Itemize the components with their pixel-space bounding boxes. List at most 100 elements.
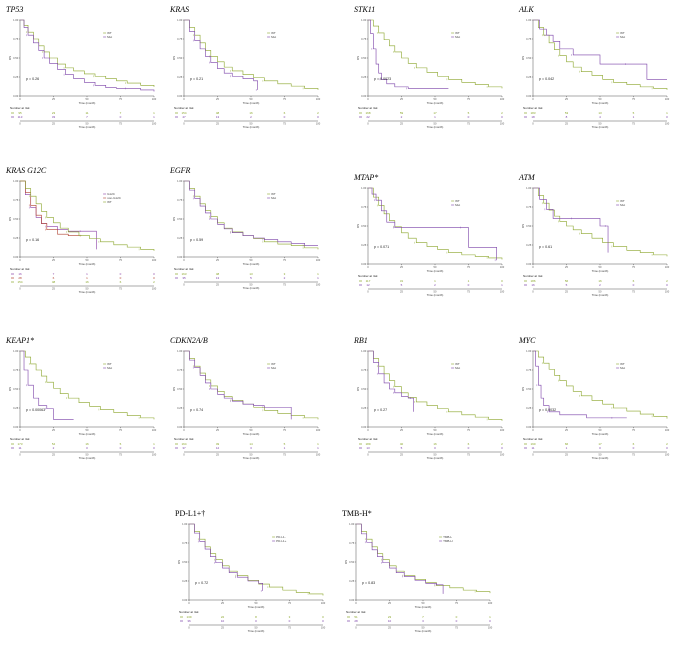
risk-count: 0 <box>120 115 122 119</box>
risk-count: 0 <box>468 115 470 119</box>
risk-x-tick-label: 75 <box>283 282 286 286</box>
km-curve-wt <box>533 350 668 419</box>
risk-x-axis-label: Time (month) <box>592 125 609 129</box>
panel-title: PD-L1+† <box>175 509 205 518</box>
y-tick-label: 0.50 <box>177 387 183 391</box>
y-tick-label: 0.25 <box>13 75 19 79</box>
x-tick-label: 25 <box>221 601 224 605</box>
km-curve-wt <box>20 19 155 87</box>
y-tick-label: 0.50 <box>177 56 183 60</box>
y-tick-label: 0.00 <box>361 94 367 98</box>
risk-x-tick-label: 100 <box>500 121 505 125</box>
risk-x-tick-label: 50 <box>599 121 602 125</box>
x-tick-label: 50 <box>422 601 425 605</box>
risk-table-title: Number at risk <box>179 610 199 614</box>
risk-count: 13 <box>249 272 253 276</box>
x-tick-label: 100 <box>316 258 321 262</box>
risk-x-tick-label: 25 <box>565 452 568 456</box>
risk-x-tick-label: 75 <box>467 121 470 125</box>
y-tick-label: 0.50 <box>349 560 355 564</box>
km-curve-wt <box>184 19 319 90</box>
x-axis-label: Time (month) <box>243 432 260 436</box>
y-axis-label: OS <box>172 56 176 60</box>
risk-x-tick-label: 0 <box>19 286 21 290</box>
y-tick-label: 0.25 <box>361 243 367 247</box>
risk-x-tick-label: 0 <box>19 121 21 125</box>
x-tick-label: 25 <box>565 97 568 101</box>
risk-x-tick-label: 0 <box>367 121 369 125</box>
risk-x-tick-label: 100 <box>500 452 505 456</box>
y-tick-label: 1.00 <box>526 349 532 353</box>
risk-count: 0 <box>153 446 155 450</box>
p-value: p = 0.72 <box>195 581 208 585</box>
x-tick-label: 0 <box>188 601 190 605</box>
risk-count: 2 <box>250 115 252 119</box>
y-tick-label: 0.25 <box>526 75 532 79</box>
km-curve-tmb-h <box>356 523 444 594</box>
risk-x-tick-label: 25 <box>565 289 568 293</box>
x-tick-label: 25 <box>400 97 403 101</box>
x-tick-label: 25 <box>216 97 219 101</box>
km-curve-wt <box>20 350 155 420</box>
risk-count: 154 <box>17 280 22 284</box>
y-tick-label: 0.25 <box>526 406 532 410</box>
risk-count: 1 <box>317 446 319 450</box>
risk-count: 53 <box>565 111 569 115</box>
p-value: p = 0.16 <box>26 238 39 242</box>
risk-x-axis-label: Time (month) <box>427 125 444 129</box>
risk-table-title: Number at risk <box>174 437 194 441</box>
x-tick-label: 0 <box>367 265 369 269</box>
legend-label: Mut <box>271 196 276 200</box>
risk-count: 11 <box>531 446 534 450</box>
risk-count: 2 <box>53 446 55 450</box>
risk-count: 139 <box>186 615 191 619</box>
x-tick-label: 25 <box>388 601 391 605</box>
risk-x-tick-label: 50 <box>599 289 602 293</box>
y-tick-label: 0.75 <box>526 205 532 209</box>
risk-x-tick-label: 50 <box>255 625 258 629</box>
legend-label: Mut <box>455 366 460 370</box>
risk-x-tick-label: 50 <box>434 121 437 125</box>
risk-count: 28 <box>354 619 358 623</box>
risk-count: 0 <box>468 446 470 450</box>
risk-x-tick-label: 100 <box>152 286 157 290</box>
x-axis-label: Time (month) <box>592 269 609 273</box>
risk-count: 16 <box>249 111 253 115</box>
y-axis-label: OS <box>521 56 525 60</box>
risk-x-tick-label: 25 <box>52 452 55 456</box>
legend-label: WT <box>271 192 276 196</box>
risk-count: 48 <box>52 280 56 284</box>
risk-count: 7 <box>422 615 424 619</box>
risk-count: 8 <box>255 615 257 619</box>
risk-count: 1 <box>489 615 491 619</box>
x-tick-label: 100 <box>500 428 505 432</box>
panel-title: MTAP* <box>353 173 378 182</box>
y-tick-label: 1.00 <box>526 18 532 22</box>
risk-count: 168 <box>365 111 370 115</box>
risk-count: 13 <box>216 276 220 280</box>
legend-label: TMB-L <box>443 535 452 539</box>
x-tick-label: 100 <box>152 428 157 432</box>
y-axis-label: OS <box>8 56 12 60</box>
y-tick-label: 0.00 <box>177 94 183 98</box>
risk-x-axis-label: Time (month) <box>592 456 609 460</box>
risk-x-tick-label: 100 <box>665 121 670 125</box>
risk-count: 7 <box>120 111 122 115</box>
panel-title: ATM <box>518 173 536 182</box>
risk-count: 51 <box>354 615 358 619</box>
risk-count: 1 <box>153 111 155 115</box>
risk-table-title: Number at risk <box>10 106 30 110</box>
y-tick-label: 0.25 <box>177 75 183 79</box>
y-tick-label: 0.25 <box>361 406 367 410</box>
risk-count: 16 <box>598 279 602 283</box>
panel-title: EGFR <box>169 166 191 175</box>
p-value: p = 0.00063 <box>26 408 45 412</box>
risk-count: 0 <box>489 619 491 623</box>
x-tick-label: 75 <box>467 265 470 269</box>
legend-label: WT <box>271 31 276 35</box>
